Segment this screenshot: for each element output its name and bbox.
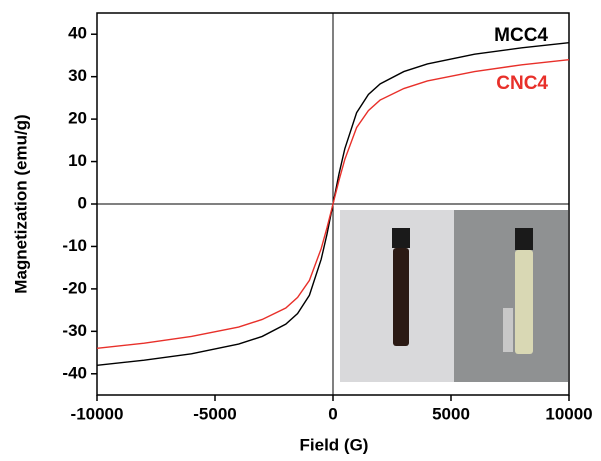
legend-label: MCC4	[494, 25, 548, 46]
y-tick-label: -20	[62, 278, 87, 297]
x-tick-label: -5000	[193, 404, 236, 423]
series-line	[96, 58, 570, 350]
x-tick-label: 10000	[545, 404, 592, 423]
inset-photo	[340, 210, 568, 382]
y-tick-label: -10	[62, 236, 87, 255]
y-tick-label: -40	[62, 363, 87, 382]
x-tick-label: -10000	[71, 404, 124, 423]
y-tick-label: 20	[68, 109, 87, 128]
x-tick-label: 0	[328, 404, 337, 423]
x-tick-label: 5000	[432, 404, 470, 423]
legend-label: CNC4	[496, 73, 548, 94]
x-axis-label: Field (G)	[300, 435, 369, 454]
y-tick-label: 0	[78, 193, 87, 212]
y-tick-label: 40	[68, 24, 87, 43]
y-axis-label: Magnetization (emu/g)	[11, 114, 30, 293]
y-tick-label: 30	[68, 66, 87, 85]
y-tick-label: -30	[62, 321, 87, 340]
y-tick-label: 10	[68, 151, 87, 170]
